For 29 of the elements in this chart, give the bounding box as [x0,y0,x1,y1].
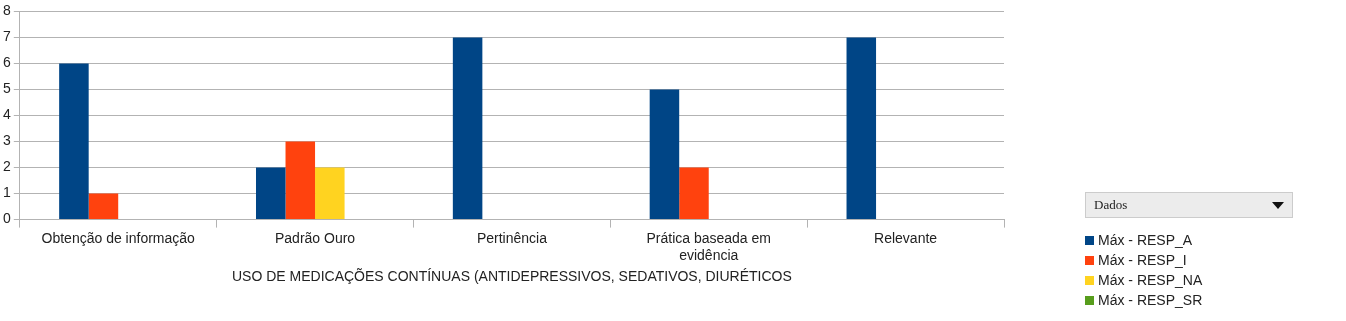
bar [846,37,877,220]
bar [649,89,680,220]
y-tick-label: 8 [2,2,11,19]
x-tick-label: Padrão Ouro [274,229,356,246]
legend-label: Máx - RESP_NA [1098,272,1203,288]
legend-label: Máx - RESP_SR [1098,292,1203,308]
bar [256,167,286,220]
bar [679,167,709,220]
x-tick-label: Obtenção de informação [41,229,196,246]
legend-label: Máx - RESP_A [1098,232,1193,248]
x-axis-title: USO DE MEDICAÇÕES CONTÍNUAS (ANTIDEPRESSIVOS, SEDATIVOS, DIURÉTICOS [231,268,792,285]
y-tick-label: 2 [2,158,11,175]
y-tick-label: 4 [2,106,11,123]
x-tick-label: Pertinência [476,229,548,246]
y-tick-label: 3 [2,132,11,149]
bar [88,193,119,220]
legend-label: Máx - RESP_I [1098,252,1187,268]
legend-title: Dados [1094,197,1128,213]
y-tick-label: 1 [2,184,11,201]
x-tick-label: Relevante [874,229,938,246]
bar [452,37,483,220]
bar [315,167,345,220]
y-tick-label: 6 [2,54,11,71]
y-tick-label: 0 [2,210,11,227]
bar [285,141,316,220]
y-tick-label: 7 [2,28,11,45]
bar [59,63,89,220]
x-tick-label: Prática baseada em evidência [646,229,771,263]
y-tick-label: 5 [2,80,11,97]
